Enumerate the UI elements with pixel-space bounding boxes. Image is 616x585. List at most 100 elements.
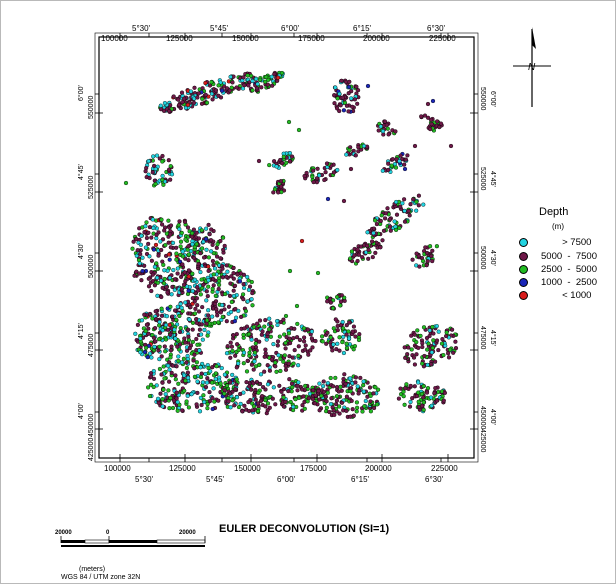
euler-solution-point	[278, 320, 283, 325]
euler-solution-point	[258, 381, 263, 386]
euler-solution-point	[276, 190, 281, 195]
euler-solution-point	[228, 380, 233, 385]
euler-solution-point	[429, 362, 434, 367]
euler-solution-point	[246, 332, 252, 337]
euler-solution-point	[435, 398, 440, 403]
euler-solution-point	[228, 355, 233, 360]
euler-solution-point	[275, 319, 280, 324]
euler-solution-point	[276, 353, 281, 358]
bottom-easting-label: 200000	[365, 464, 392, 473]
euler-solution-point	[226, 304, 232, 309]
euler-solution-point	[140, 269, 145, 274]
euler-solution-point	[286, 361, 291, 366]
euler-solution-point	[190, 296, 195, 301]
euler-solution-point	[355, 101, 360, 106]
euler-solution-point	[135, 248, 140, 253]
euler-solution-point	[296, 127, 302, 133]
euler-solution-point	[198, 375, 204, 380]
euler-solution-point	[282, 353, 287, 358]
euler-solution-point	[436, 348, 441, 353]
euler-solution-point	[287, 377, 292, 382]
euler-solution-point	[430, 259, 435, 264]
right-northing-label: 475000	[479, 326, 486, 349]
euler-solution-point	[166, 158, 171, 163]
euler-solution-point	[191, 227, 196, 232]
euler-solution-point	[194, 402, 199, 407]
euler-solution-point	[378, 124, 383, 129]
euler-solution-point	[249, 362, 254, 367]
euler-solution-point	[149, 235, 154, 240]
euler-solution-point	[197, 327, 202, 332]
euler-solution-point	[376, 387, 381, 392]
euler-solution-point	[218, 80, 223, 85]
euler-solution-point	[203, 385, 209, 390]
euler-solution-point	[153, 181, 158, 187]
euler-solution-point	[198, 251, 203, 256]
scale-bar-segment	[156, 539, 206, 544]
euler-solution-point	[412, 384, 417, 389]
euler-solution-point	[185, 370, 190, 375]
euler-solution-point	[251, 404, 257, 409]
euler-solution-point	[340, 95, 345, 100]
euler-solution-point	[154, 317, 159, 322]
euler-solution-point	[416, 193, 421, 198]
euler-solution-point	[371, 231, 376, 236]
euler-solution-point	[368, 399, 373, 404]
euler-solution-point	[168, 223, 174, 228]
euler-solution-point	[287, 336, 292, 341]
euler-solution-point	[347, 320, 352, 325]
scale-bar	[60, 536, 206, 547]
euler-solution-point	[287, 159, 292, 164]
euler-solution-point	[293, 397, 298, 402]
euler-solution-point	[198, 292, 203, 297]
euler-solution-point	[428, 395, 434, 400]
euler-solution-point	[356, 391, 361, 396]
euler-solution-point	[311, 180, 316, 185]
euler-solution-point	[388, 228, 393, 233]
euler-solution-point	[241, 292, 246, 297]
euler-solution-point	[151, 376, 157, 381]
euler-solution-point	[169, 370, 174, 375]
euler-solution-point	[366, 256, 371, 261]
map-title: EULER DECONVOLUTION (SI=1)	[219, 523, 390, 535]
euler-solution-point	[349, 398, 354, 403]
euler-solution-point	[450, 327, 455, 332]
euler-solution-point	[355, 384, 360, 389]
euler-solution-point	[410, 396, 415, 401]
euler-solution-point	[123, 180, 129, 186]
euler-solution-point	[218, 310, 223, 315]
euler-solution-point	[140, 255, 145, 260]
euler-solution-point	[260, 394, 265, 399]
euler-solution-point	[224, 351, 230, 356]
euler-solution-point	[245, 299, 250, 304]
euler-solution-point	[209, 249, 214, 254]
euler-solution-point	[333, 85, 338, 90]
right-northing-label: 500000	[479, 246, 486, 269]
euler-solution-point	[441, 398, 446, 403]
euler-solution-point	[218, 381, 223, 386]
euler-solution-point	[337, 108, 342, 114]
euler-solution-point	[162, 276, 167, 282]
right-lat-label: 6°00'	[489, 91, 497, 107]
top-easting-label: 175000	[298, 34, 325, 43]
euler-solution-point	[163, 337, 169, 342]
euler-solution-point	[355, 405, 360, 410]
euler-solution-point	[250, 303, 255, 308]
euler-solution-point	[425, 362, 430, 367]
euler-solution-point	[179, 230, 184, 235]
euler-solution-point	[317, 397, 322, 402]
euler-solution-point	[378, 245, 383, 250]
euler-solution-point	[334, 394, 339, 399]
euler-solution-point	[246, 400, 251, 405]
euler-solution-point	[340, 319, 345, 325]
euler-solution-point	[199, 371, 204, 376]
euler-solution-point	[371, 226, 376, 231]
euler-solution-point	[325, 390, 330, 395]
euler-solution-point	[240, 409, 245, 414]
euler-solution-point	[195, 390, 200, 395]
euler-solution-point	[338, 303, 343, 308]
euler-solution-point	[186, 252, 191, 257]
right-lat-label: 4°30'	[489, 250, 497, 266]
euler-solution-point	[242, 285, 247, 291]
euler-solution-point	[194, 296, 199, 301]
